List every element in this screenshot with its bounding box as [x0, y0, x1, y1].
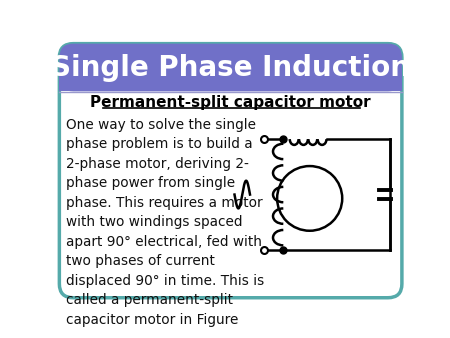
Bar	[59, 74, 402, 91]
FancyBboxPatch shape	[59, 44, 402, 91]
FancyBboxPatch shape	[59, 44, 402, 298]
Text: Permanent-split capacitor motor: Permanent-split capacitor motor	[90, 95, 371, 111]
Text: Single Phase Induction: Single Phase Induction	[51, 54, 410, 82]
Text: One way to solve the single
phase problem is to build a
2-phase motor, deriving : One way to solve the single phase proble…	[66, 118, 264, 327]
